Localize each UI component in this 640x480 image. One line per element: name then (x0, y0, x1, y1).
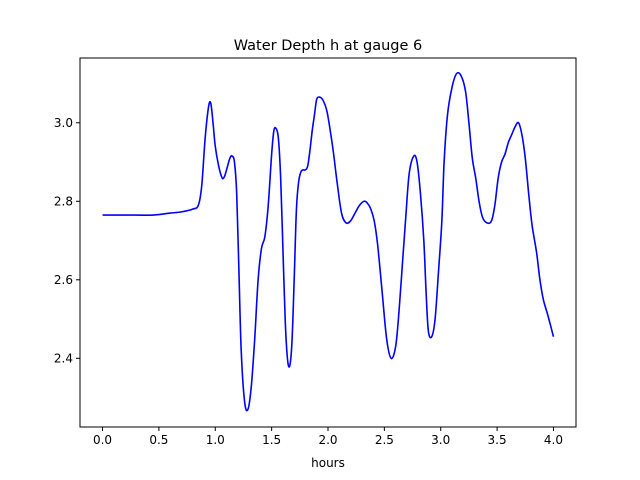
x-axis-ticks: 0.0 0.5 1.0 1.5 2.0 2.5 3.0 3.5 4.0 (93, 427, 563, 447)
series-line-0 (102, 71, 555, 412)
x-tick-label: 0.0 (93, 433, 112, 447)
x-tick-label: 3.0 (431, 433, 450, 447)
x-axis-label: hours (311, 456, 345, 470)
y-tick-label: 2.6 (54, 273, 73, 287)
chart-title: Water Depth h at gauge 6 (234, 38, 422, 54)
plot-area: 0.0 0.5 1.0 1.5 2.0 2.5 3.0 3.5 4.0 2.4 2.6 2.8 3.0 (54, 57, 577, 447)
x-tick-label: 1.0 (206, 433, 225, 447)
y-tick-label: 2.8 (54, 194, 73, 208)
x-tick-label: 2.0 (318, 433, 337, 447)
x-tick-label: 4.0 (544, 433, 563, 447)
x-tick-label: 3.5 (488, 433, 507, 447)
series-layer (102, 71, 555, 412)
y-tick-label: 3.0 (54, 116, 73, 130)
x-tick-label: 2.5 (375, 433, 394, 447)
x-tick-label: 0.5 (149, 433, 168, 447)
x-tick-label: 1.5 (262, 433, 281, 447)
y-axis-ticks: 2.4 2.6 2.8 3.0 (54, 116, 80, 365)
y-tick-label: 2.4 (54, 351, 73, 365)
axes-frame (79, 57, 577, 428)
